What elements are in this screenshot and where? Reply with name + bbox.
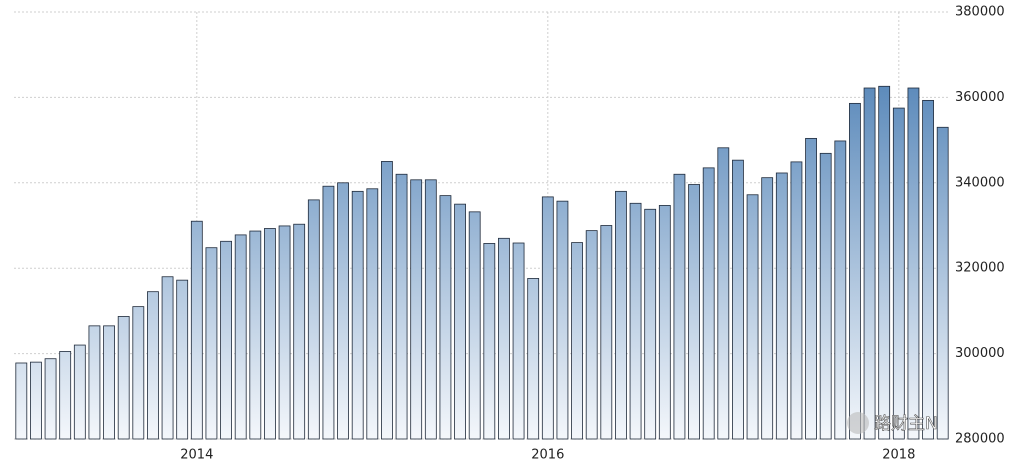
bar	[746, 194, 759, 440]
bar	[658, 205, 671, 440]
bar	[761, 177, 774, 440]
y-tick-label: 320000	[955, 261, 1005, 276]
bar	[176, 279, 189, 440]
bar	[44, 358, 57, 440]
bar	[234, 234, 247, 440]
bar	[424, 179, 437, 440]
bar	[585, 230, 598, 440]
bar	[702, 167, 715, 440]
bar	[775, 172, 788, 440]
bar	[410, 179, 423, 440]
bar	[849, 102, 861, 440]
bar	[103, 325, 115, 440]
y-tick-label: 340000	[955, 175, 1005, 190]
bar	[351, 190, 364, 440]
bar	[147, 291, 159, 440]
watermark: 路财主N	[847, 412, 938, 434]
bar	[512, 242, 525, 440]
bar	[688, 184, 700, 440]
bar	[395, 173, 408, 440]
bar	[600, 225, 613, 440]
bar	[366, 188, 379, 440]
bar	[556, 200, 569, 440]
bar	[878, 85, 891, 440]
bar	[59, 351, 72, 440]
bar	[936, 126, 949, 440]
bar	[132, 306, 145, 440]
bar	[293, 223, 306, 440]
bar	[381, 161, 393, 440]
bar	[892, 107, 905, 440]
bar	[322, 185, 335, 440]
bar	[483, 243, 496, 440]
bar	[264, 228, 276, 440]
bar	[527, 278, 540, 440]
bar	[337, 182, 349, 440]
bar	[498, 237, 510, 440]
x-tick-label: 2018	[882, 448, 915, 463]
y-tick-label: 280000	[955, 432, 1005, 447]
bar	[15, 362, 28, 440]
bar	[673, 173, 686, 440]
bar	[819, 152, 832, 440]
bar	[117, 316, 130, 440]
y-tick-label: 360000	[955, 90, 1005, 105]
bar	[205, 247, 218, 440]
bar	[629, 202, 642, 440]
bar	[907, 87, 920, 440]
bar	[220, 240, 232, 440]
bar	[863, 87, 876, 440]
bar	[571, 242, 583, 440]
bar	[644, 208, 657, 440]
bar	[249, 230, 262, 440]
y-tick-label: 300000	[955, 346, 1005, 361]
watermark-text: 路财主N	[874, 414, 938, 434]
bar	[834, 140, 847, 440]
x-tick-label: 2014	[180, 448, 213, 463]
bar	[615, 190, 627, 440]
bar	[190, 220, 203, 440]
bar	[73, 344, 86, 440]
bar	[541, 196, 554, 440]
bar	[805, 137, 817, 440]
bar	[88, 325, 101, 440]
bar	[790, 161, 803, 440]
bar	[922, 99, 934, 440]
x-tick-label: 2016	[531, 448, 564, 463]
bar	[307, 199, 320, 440]
bar	[468, 211, 481, 440]
y-tick-label: 380000	[955, 5, 1005, 20]
bar	[278, 225, 291, 440]
bar	[439, 195, 452, 440]
bar	[717, 147, 730, 440]
bar	[161, 276, 174, 440]
bar	[30, 361, 42, 440]
bar	[732, 159, 744, 440]
bar	[454, 203, 466, 440]
